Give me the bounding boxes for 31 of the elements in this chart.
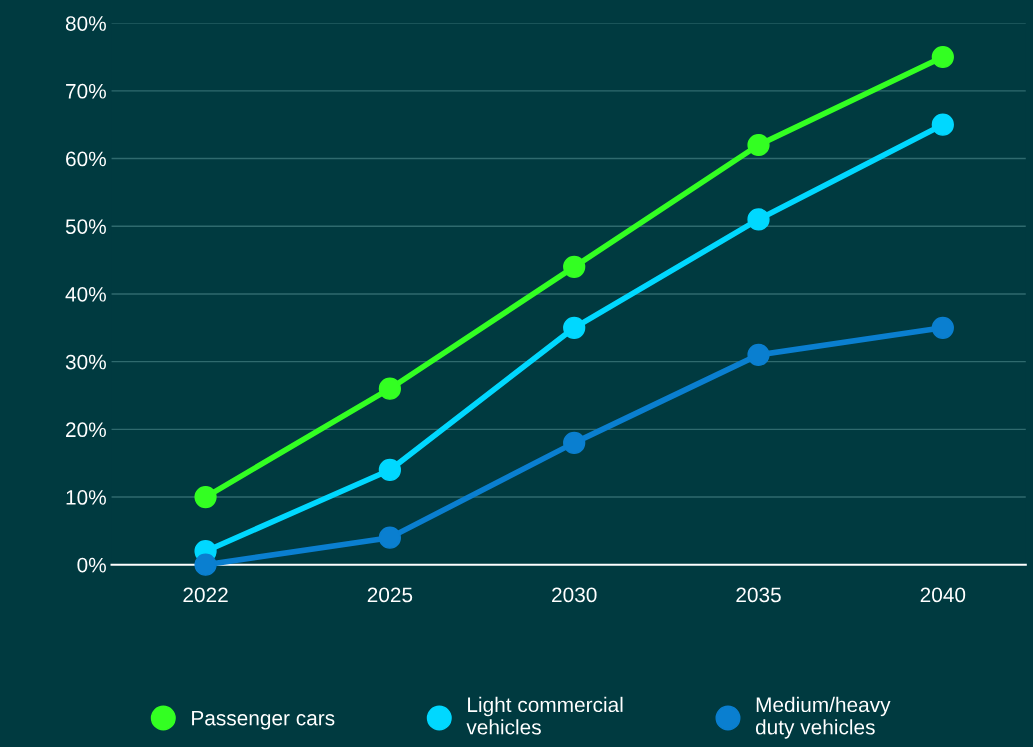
point [378, 458, 401, 482]
x-tick-label: 2035 [736, 587, 781, 603]
point [747, 208, 770, 231]
y-tick-label: 50% [65, 219, 106, 234]
y-tick-label: 80% [65, 16, 106, 31]
x-tick-label: 2040 [920, 587, 966, 603]
legend-label: Passenger cars [192, 710, 335, 730]
point [194, 485, 217, 509]
y-tick-label: 10% [66, 490, 106, 505]
legend-label: Light commercial vehicles [466, 696, 623, 735]
point [931, 113, 954, 136]
point [194, 553, 217, 576]
y-tick-label: 20% [66, 422, 106, 438]
x-tick-label: 2025 [367, 587, 413, 603]
point [747, 343, 770, 366]
x-tick-label: 2022 [183, 587, 228, 603]
y-tick-label: 70% [66, 83, 106, 99]
y-tick-label: 0% [77, 557, 106, 573]
point [931, 316, 954, 339]
point [563, 316, 586, 339]
y-tick-label: 40% [65, 286, 106, 302]
point [931, 45, 954, 69]
legend-label: Medium/heavy duty vehicles [755, 696, 891, 739]
y-tick-label: 30% [65, 354, 106, 370]
point [747, 133, 770, 157]
x-tick-label: 2030 [552, 587, 597, 603]
point [563, 255, 586, 278]
point [378, 526, 401, 549]
point [378, 377, 401, 400]
point [563, 431, 586, 454]
y-tick-label: 60% [66, 151, 106, 167]
